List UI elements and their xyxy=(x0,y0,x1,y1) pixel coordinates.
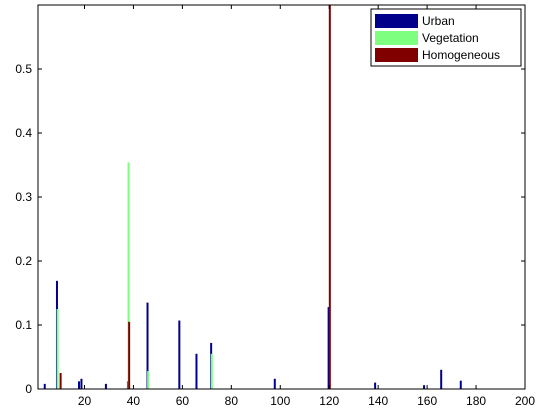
legend-label-homogeneous: Homogeneous xyxy=(422,48,500,62)
bar-vegetation-2 xyxy=(147,371,150,389)
x-tick-label: 140 xyxy=(368,394,388,408)
bars-layer xyxy=(43,5,462,389)
bar-urban-13 xyxy=(423,385,426,389)
legend-swatch-homogeneous xyxy=(375,48,418,62)
bar-urban-14 xyxy=(440,369,443,389)
bar-urban-11 xyxy=(327,307,330,389)
x-tick-label: 60 xyxy=(176,394,190,408)
y-tick-label: 0.2 xyxy=(15,254,32,268)
y-tick-label: 0.5 xyxy=(15,62,32,76)
bar-urban-4 xyxy=(104,383,107,389)
bar-vegetation-1 xyxy=(127,162,130,389)
bar-vegetation-3 xyxy=(210,353,213,389)
x-tick-label: 160 xyxy=(417,394,437,408)
x-tick-label: 20 xyxy=(78,394,92,408)
bar-urban-7 xyxy=(178,320,181,389)
legend-label-urban: Urban xyxy=(422,14,455,28)
y-tick-label: 0.4 xyxy=(15,126,32,140)
x-tick-label: 40 xyxy=(127,394,141,408)
bar-urban-0 xyxy=(43,383,46,389)
y-tick-label: 0.3 xyxy=(15,190,32,204)
bar-homogeneous-2 xyxy=(328,5,331,389)
bar-vegetation-0 xyxy=(56,309,59,389)
legend-swatch-vegetation xyxy=(375,31,418,45)
x-tick-label: 80 xyxy=(225,394,239,408)
bar-homogeneous-1 xyxy=(128,321,131,389)
bar-urban-8 xyxy=(195,353,198,389)
x-tick-label: 200 xyxy=(515,394,535,408)
legend-label-vegetation: Vegetation xyxy=(422,31,479,45)
bar-urban-10 xyxy=(273,378,276,389)
x-tick-label: 180 xyxy=(466,394,486,408)
bar-urban-15 xyxy=(459,380,462,389)
ticks-layer: 20 40 60 80 100 120 140 160 180 200 0 0.1 0.2 0.3 0.4 0… xyxy=(15,5,535,408)
bar-urban-3 xyxy=(80,378,83,389)
y-tick-label: 0 xyxy=(25,382,32,396)
bar-urban-12 xyxy=(374,382,377,389)
y-tick-label: 0.1 xyxy=(15,318,32,332)
bar-homogeneous-0 xyxy=(59,373,62,389)
bar-urban-6 xyxy=(146,302,149,389)
x-tick-label: 100 xyxy=(270,394,290,408)
x-tick-label: 120 xyxy=(319,394,339,408)
legend: Urban Vegetation Homogeneous xyxy=(370,8,522,67)
legend-swatch-urban xyxy=(375,14,418,28)
bar-urban-2 xyxy=(78,381,81,389)
